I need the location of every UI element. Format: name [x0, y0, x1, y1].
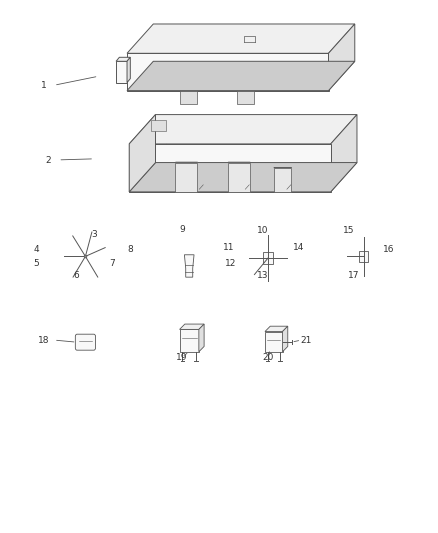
Text: 1: 1 — [41, 81, 47, 90]
Polygon shape — [180, 91, 197, 104]
Polygon shape — [180, 324, 204, 329]
Polygon shape — [166, 128, 346, 149]
Polygon shape — [127, 58, 131, 83]
Polygon shape — [263, 252, 273, 264]
Text: 7: 7 — [109, 260, 115, 268]
Text: 8: 8 — [127, 245, 133, 254]
Polygon shape — [265, 332, 283, 352]
Polygon shape — [129, 115, 155, 192]
Text: 5: 5 — [33, 260, 39, 268]
Polygon shape — [228, 162, 250, 163]
Text: 13: 13 — [257, 271, 268, 280]
Text: 4: 4 — [34, 245, 39, 254]
Polygon shape — [331, 115, 357, 192]
Polygon shape — [175, 163, 197, 192]
Text: 6: 6 — [74, 271, 80, 279]
Polygon shape — [127, 53, 328, 91]
Polygon shape — [184, 255, 194, 277]
Text: 18: 18 — [38, 336, 49, 344]
Text: 16: 16 — [383, 245, 395, 254]
Polygon shape — [228, 163, 250, 192]
Polygon shape — [116, 61, 127, 83]
Polygon shape — [129, 115, 357, 144]
Polygon shape — [175, 162, 198, 163]
Text: 12: 12 — [225, 260, 237, 268]
Text: 17: 17 — [348, 271, 360, 279]
Text: 3: 3 — [91, 230, 97, 239]
Polygon shape — [180, 329, 199, 352]
Polygon shape — [127, 61, 355, 91]
Polygon shape — [265, 326, 288, 332]
Polygon shape — [129, 163, 357, 192]
Polygon shape — [274, 168, 291, 192]
Text: 9: 9 — [179, 225, 185, 233]
Text: 11: 11 — [223, 244, 234, 252]
Polygon shape — [116, 58, 131, 61]
Polygon shape — [129, 144, 331, 192]
Polygon shape — [237, 91, 254, 104]
FancyBboxPatch shape — [75, 334, 95, 350]
Polygon shape — [328, 24, 355, 91]
Text: 19: 19 — [176, 353, 187, 361]
Text: 14: 14 — [293, 244, 304, 252]
Text: 10: 10 — [257, 227, 268, 235]
Polygon shape — [199, 324, 204, 352]
Polygon shape — [283, 326, 288, 352]
Polygon shape — [127, 24, 355, 53]
Text: 21: 21 — [300, 336, 312, 344]
Polygon shape — [359, 251, 368, 262]
Text: 2: 2 — [46, 157, 51, 165]
Text: 20: 20 — [263, 353, 274, 361]
Text: 15: 15 — [343, 227, 354, 235]
Polygon shape — [151, 120, 166, 131]
